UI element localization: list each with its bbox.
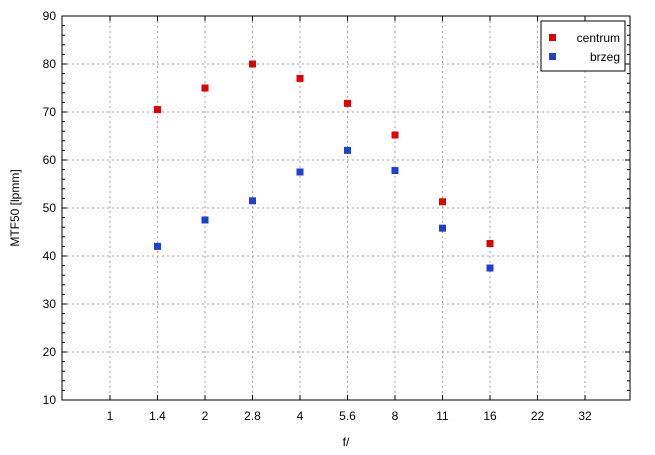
y-tick-label: 70 bbox=[43, 105, 57, 119]
tick-labels: 1 1.4 2 2.8 4 5.6 8 11 16 22 32 10 20 30 40 50 60 70 80 90 bbox=[43, 9, 592, 423]
legend-box bbox=[540, 20, 626, 72]
point-centrum-16 bbox=[486, 240, 494, 248]
point-brzeg-2_8 bbox=[249, 197, 256, 205]
y-axis-label: MTF50 [lpmm] bbox=[8, 169, 22, 246]
x-tick-label: 1 bbox=[107, 409, 114, 423]
y-tick-label: 90 bbox=[43, 9, 57, 23]
y-tick-label: 30 bbox=[43, 297, 57, 311]
point-centrum-4 bbox=[296, 74, 304, 82]
point-brzeg-11 bbox=[439, 224, 446, 232]
point-brzeg-2 bbox=[201, 216, 209, 224]
point-centrum-5_6 bbox=[344, 99, 351, 107]
x-tick-label: 4 bbox=[297, 409, 304, 423]
point-brzeg-4 bbox=[296, 168, 304, 176]
legend-marker-brzeg bbox=[549, 53, 556, 60]
x-tick-label: 11 bbox=[436, 409, 449, 423]
point-brzeg-1_4 bbox=[154, 242, 161, 250]
x-tick-label: 8 bbox=[392, 409, 399, 423]
y-tick-label: 80 bbox=[43, 57, 57, 71]
point-centrum-2 bbox=[201, 84, 209, 92]
legend-label-brzeg: brzeg bbox=[590, 50, 620, 64]
y-tick-label: 10 bbox=[43, 393, 57, 407]
point-brzeg-16 bbox=[486, 264, 494, 272]
legend: centrum brzeg bbox=[540, 20, 626, 72]
grid-lines bbox=[62, 15, 630, 400]
axis-ticks bbox=[62, 15, 630, 401]
y-tick-label: 20 bbox=[43, 345, 57, 359]
point-centrum-8 bbox=[391, 131, 399, 139]
x-axis-label: f/ bbox=[343, 435, 350, 449]
x-tick-label: 5.6 bbox=[339, 409, 356, 423]
x-tick-label: 16 bbox=[483, 409, 497, 423]
point-brzeg-8 bbox=[391, 167, 399, 175]
point-centrum-11 bbox=[439, 198, 446, 206]
point-centrum-2_8 bbox=[249, 60, 256, 68]
x-tick-label: 22 bbox=[531, 409, 545, 423]
legend-label-centrum: centrum bbox=[577, 31, 620, 45]
y-tick-label: 50 bbox=[43, 201, 57, 215]
point-brzeg-5_6 bbox=[344, 146, 351, 154]
x-tick-label: 32 bbox=[578, 409, 592, 423]
data-points bbox=[154, 60, 494, 272]
y-tick-label: 40 bbox=[43, 249, 57, 263]
legend-marker-centrum bbox=[549, 34, 556, 41]
x-tick-label: 2 bbox=[202, 409, 209, 423]
x-tick-label: 2.8 bbox=[244, 409, 261, 423]
y-tick-label: 60 bbox=[43, 153, 57, 167]
point-centrum-1_4 bbox=[154, 106, 161, 114]
x-tick-label: 1.4 bbox=[149, 409, 166, 423]
